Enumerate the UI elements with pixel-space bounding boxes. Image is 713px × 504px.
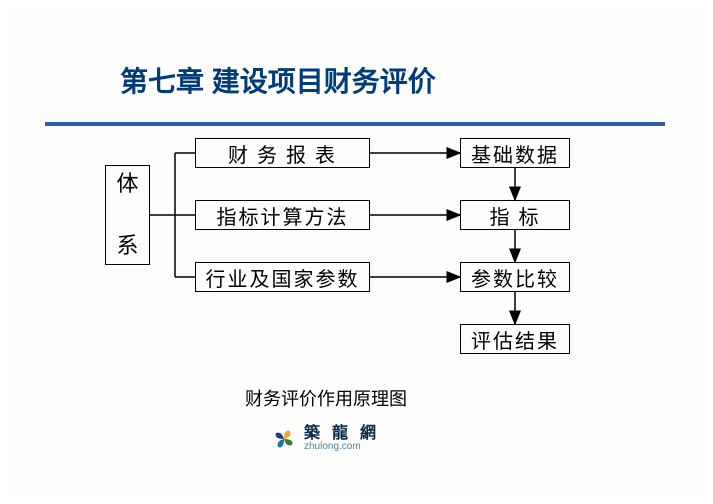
title-underline [45,122,665,126]
logo-text-en: zhulong.com [304,442,380,452]
node-financial-statements: 财 务 报 表 [195,138,370,168]
node-param-compare: 参数比较 [460,262,570,292]
logo: 築 龍 網 zhulong.com [270,425,380,453]
node-base-data: 基础数据 [460,138,570,168]
node-result: 评估结果 [460,324,570,354]
node-indicators: 指 标 [460,200,570,230]
logo-icon [270,425,298,453]
logo-text-cn: 築 龍 網 [304,426,380,442]
node-industry-params: 行业及国家参数 [195,262,370,292]
node-system: 体系 [105,165,150,265]
page-title: 第七章 建设项目财务评价 [120,60,436,100]
slide: 第七章 建设项目财务评价 体系 财 务 报 表 指标计算方法 行业及国家参数 基… [10,10,703,494]
diagram-caption: 财务评价作用原理图 [245,385,407,411]
node-indicator-method: 指标计算方法 [195,200,370,230]
